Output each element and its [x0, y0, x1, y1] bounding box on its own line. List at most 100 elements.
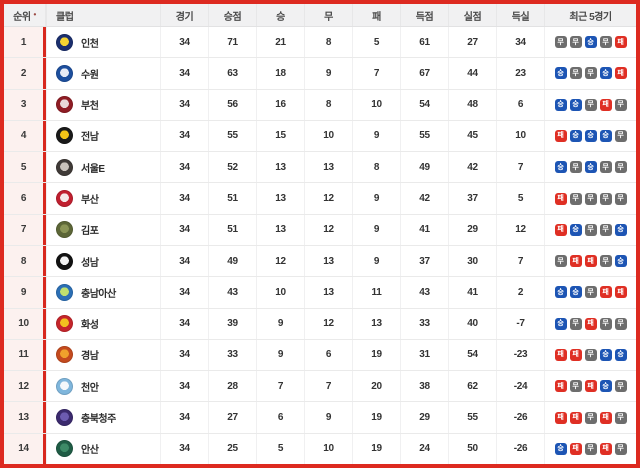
goals-for-cell: 33	[400, 308, 448, 339]
club-cell[interactable]: 서울E	[46, 152, 160, 183]
column-header-club: 클럽	[46, 4, 160, 26]
goal-diff-cell: 5	[496, 183, 544, 214]
club-cell[interactable]: 인천	[46, 27, 160, 58]
goal-diff-cell: 2	[496, 277, 544, 308]
club-name: 부천	[81, 101, 99, 113]
column-header-label: 승점	[223, 11, 242, 23]
result-badge-loss: 패	[569, 255, 582, 268]
goals-for-cell: 43	[400, 277, 448, 308]
draws-cell: 10	[304, 433, 352, 464]
goals-against-cell: 29	[448, 214, 496, 245]
goal-diff-cell: -26	[496, 402, 544, 433]
club-logo-icon	[56, 127, 73, 145]
club-cell[interactable]: 충남아산	[46, 277, 160, 308]
wins-cell: 13	[256, 152, 304, 183]
losses-cell: 7	[352, 58, 400, 89]
goals-for-cell: 41	[400, 214, 448, 245]
result-badge-win: 승	[554, 317, 567, 330]
result-badge-loss: 패	[569, 411, 582, 424]
club-cell[interactable]: 김포	[46, 214, 160, 245]
result-badge-draw: 무	[599, 255, 612, 268]
wins-cell: 13	[256, 214, 304, 245]
rank-cell: 5	[4, 152, 46, 183]
club-cell[interactable]: 충북청주	[46, 402, 160, 433]
result-badge-draw: 무	[599, 161, 612, 174]
goals-against-cell: 62	[448, 371, 496, 402]
result-badge-loss: 패	[554, 192, 567, 205]
points-cell: 56	[208, 89, 256, 120]
result-badge-loss: 패	[554, 380, 567, 393]
club-cell[interactable]: 천안	[46, 371, 160, 402]
club-logo-icon	[56, 158, 73, 176]
draws-cell: 9	[304, 402, 352, 433]
goal-diff-cell: 6	[496, 89, 544, 120]
column-header-draws: 무	[304, 4, 352, 26]
result-badge-win: 승	[554, 161, 567, 174]
result-badge-win: 승	[554, 67, 567, 80]
draws-cell: 7	[304, 371, 352, 402]
club-cell[interactable]: 전남	[46, 120, 160, 152]
rank-cell: 9	[4, 277, 46, 308]
draws-cell: 12	[304, 214, 352, 245]
result-badge-draw: 무	[584, 348, 597, 361]
sort-indicator-icon: •	[33, 10, 37, 19]
result-badge-loss: 패	[599, 98, 612, 111]
column-header-label: 무	[324, 11, 333, 23]
goals-for-cell: 24	[400, 433, 448, 464]
goals-for-cell: 42	[400, 183, 448, 214]
goals-for-cell: 49	[400, 152, 448, 183]
wins-cell: 12	[256, 245, 304, 277]
points-cell: 49	[208, 245, 256, 277]
rank-cell: 13	[4, 402, 46, 433]
goals-against-cell: 30	[448, 245, 496, 277]
result-badge-draw: 무	[614, 411, 627, 424]
club-cell[interactable]: 안산	[46, 433, 160, 464]
result-badge-draw: 무	[614, 442, 627, 455]
result-badge-draw: 무	[569, 36, 582, 49]
draws-cell: 10	[304, 120, 352, 152]
column-header-losses: 패	[352, 4, 400, 26]
result-badge-loss: 패	[569, 442, 582, 455]
table-row: 10 화성 34 39 9 12 13 33 40 -7 승 무 패 무 무	[4, 308, 636, 340]
club-cell[interactable]: 부산	[46, 183, 160, 214]
club-cell[interactable]: 수원	[46, 58, 160, 89]
result-badge-draw: 무	[614, 317, 627, 330]
played-cell: 34	[160, 277, 208, 308]
losses-cell: 9	[352, 120, 400, 152]
result-badge-loss: 패	[584, 317, 597, 330]
club-cell[interactable]: 경남	[46, 339, 160, 371]
points-cell: 27	[208, 402, 256, 433]
club-cell[interactable]: 성남	[46, 245, 160, 277]
column-header-goal_diff: 득실	[496, 4, 544, 26]
club-logo-icon	[56, 377, 73, 395]
goal-diff-cell: -23	[496, 339, 544, 371]
club-name: 성남	[81, 257, 99, 269]
table-header-row: 순위 • 클럽 경기 승점 승 무 패 득점 실점 득실 최근 5경기	[4, 4, 636, 27]
column-header-label: 클럽	[56, 11, 74, 23]
club-logo-icon	[56, 190, 73, 208]
club-cell[interactable]: 부천	[46, 89, 160, 120]
played-cell: 34	[160, 339, 208, 371]
rank-cell: 1	[4, 27, 46, 58]
result-badge-win: 승	[599, 67, 612, 80]
goal-diff-cell: 34	[496, 27, 544, 58]
goals-for-cell: 54	[400, 89, 448, 120]
result-badge-draw: 무	[569, 192, 582, 205]
result-badge-draw: 무	[584, 411, 597, 424]
goals-for-cell: 55	[400, 120, 448, 152]
club-cell[interactable]: 화성	[46, 308, 160, 339]
club-logo-icon	[56, 346, 73, 364]
draws-cell: 8	[304, 89, 352, 120]
column-header-rank[interactable]: 순위 •	[4, 4, 46, 26]
result-badge-win: 승	[584, 36, 597, 49]
club-name: 경남	[81, 351, 99, 363]
losses-cell: 13	[352, 308, 400, 339]
result-badge-draw: 무	[584, 192, 597, 205]
